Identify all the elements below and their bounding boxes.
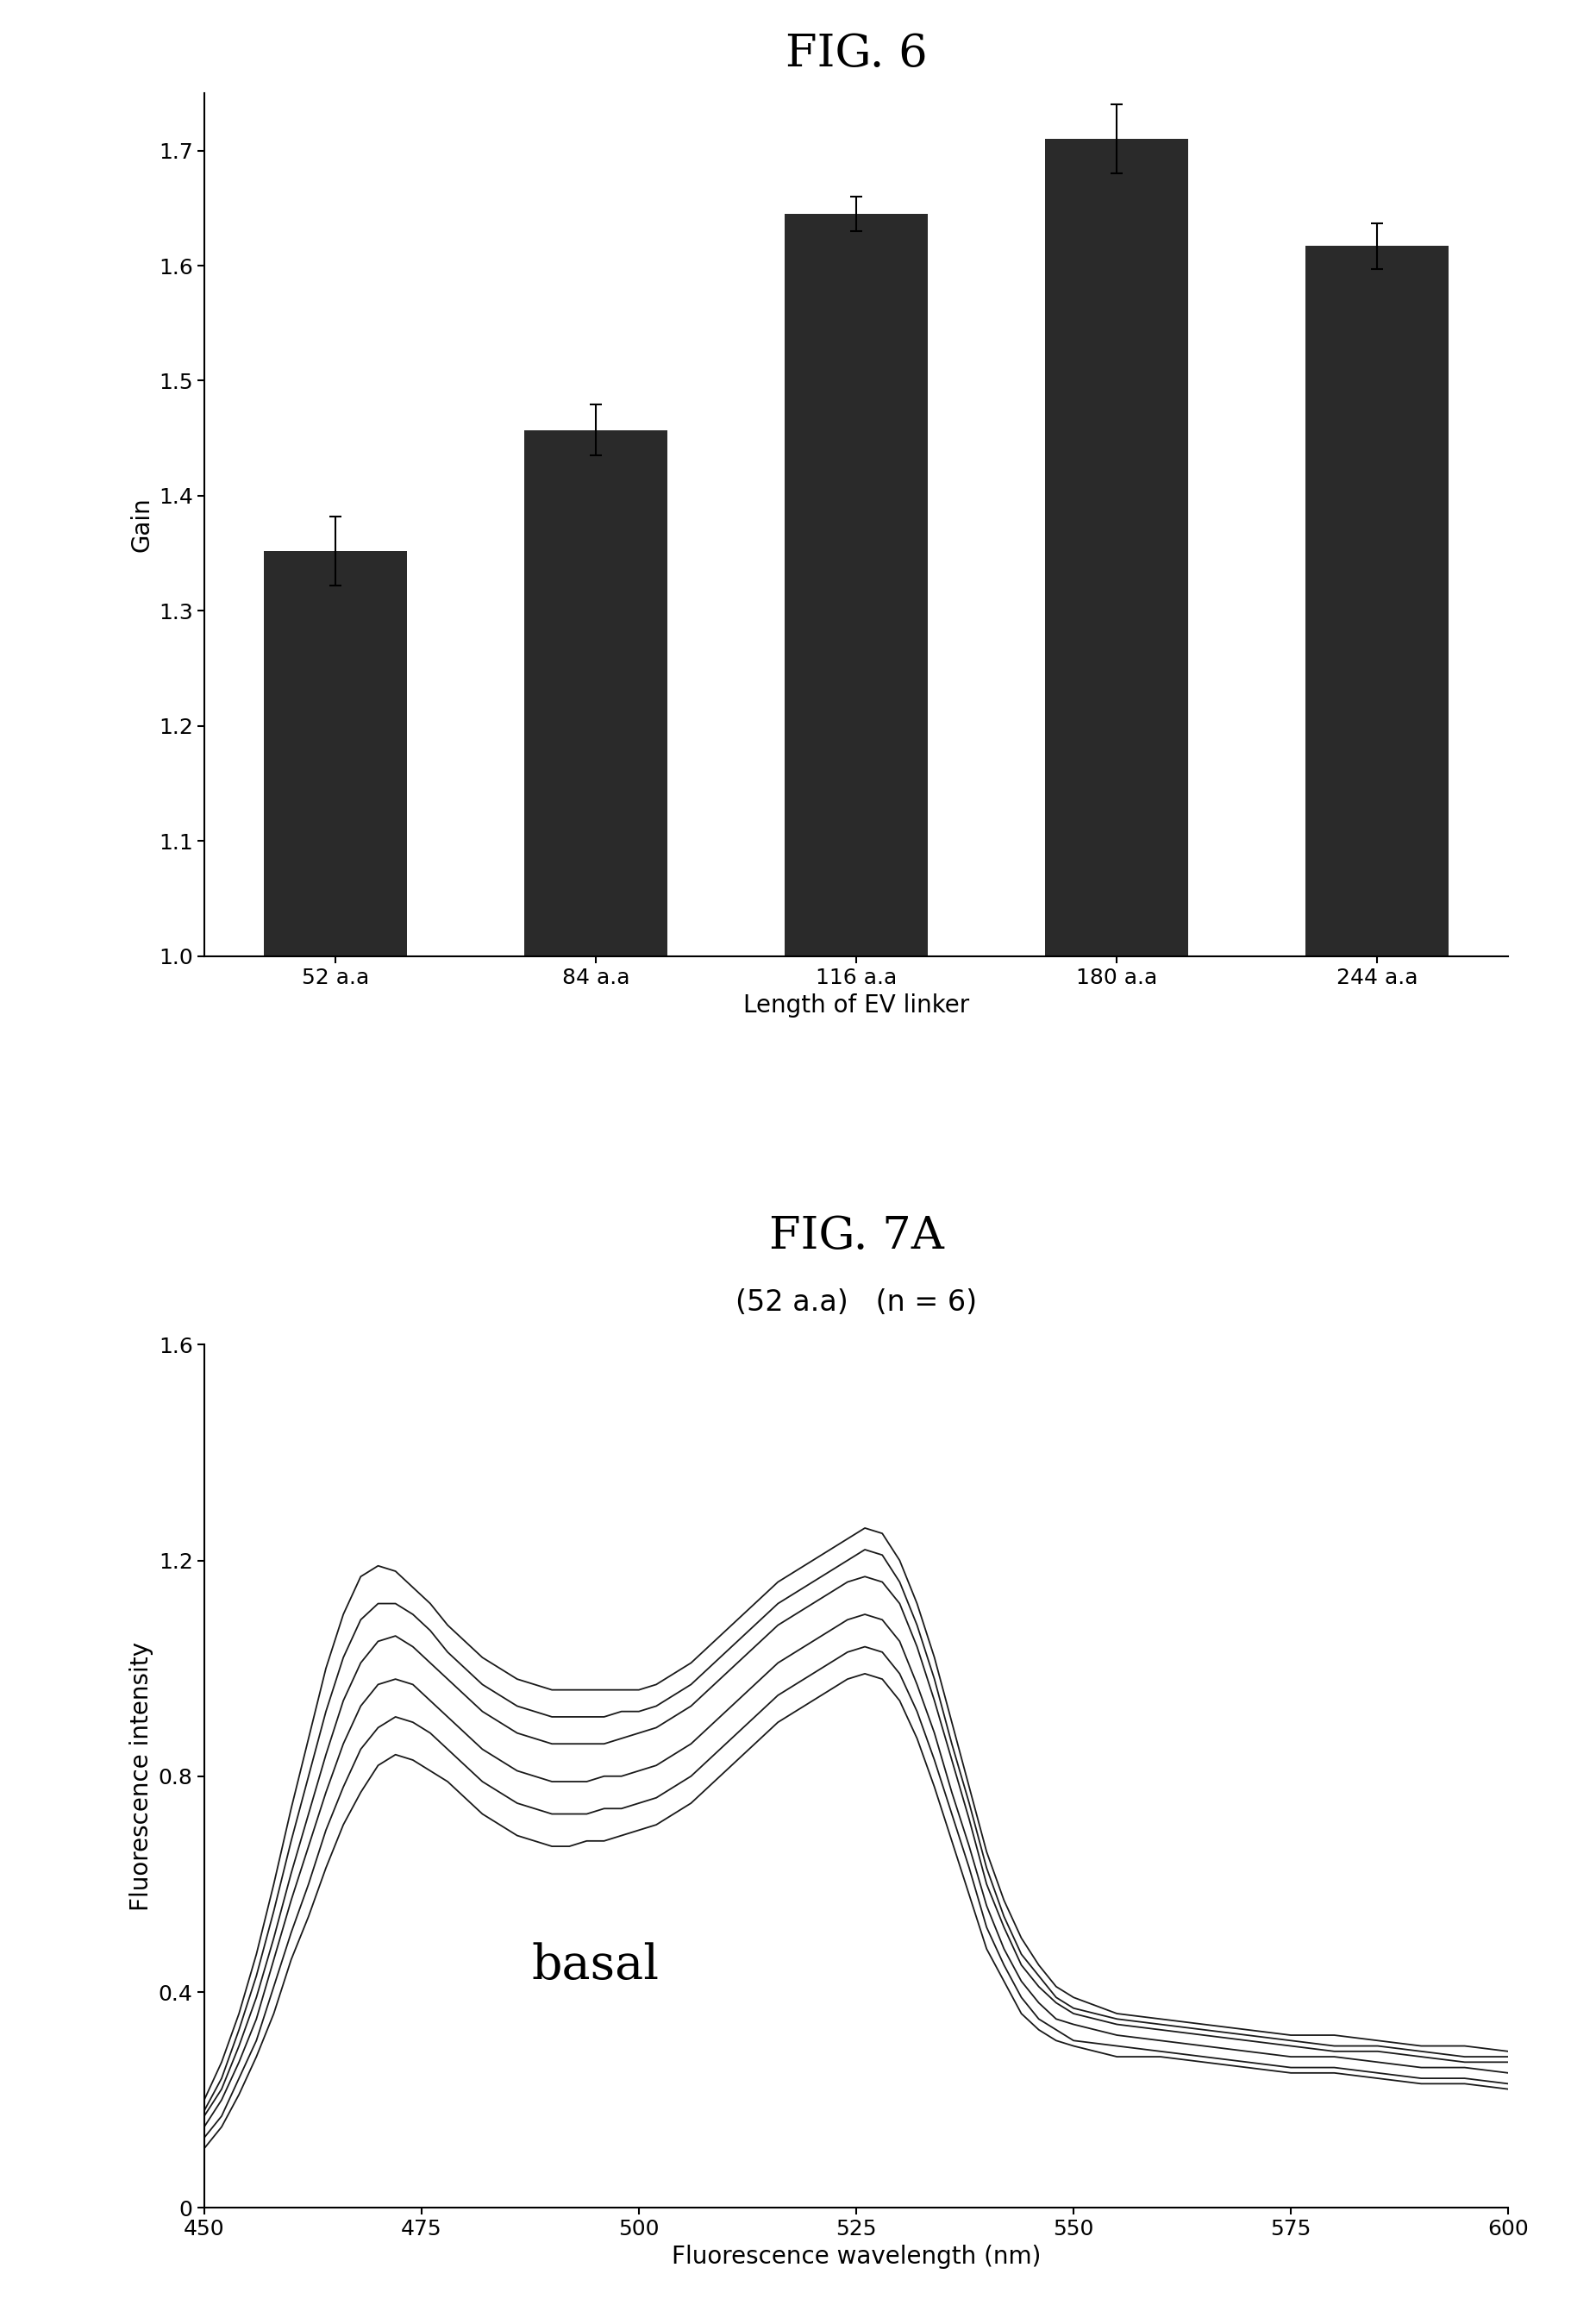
Title: FIG. 7A: FIG. 7A	[768, 1215, 944, 1257]
Bar	[1045, 139, 1188, 955]
X-axis label: Length of EV linker: Length of EV linker	[743, 992, 969, 1018]
Bar	[525, 430, 668, 955]
Y-axis label: Gain: Gain	[129, 497, 154, 553]
Bar	[264, 551, 407, 955]
Y-axis label: Fluorescence intensity: Fluorescence intensity	[129, 1641, 154, 1910]
Text: basal: basal	[531, 1943, 660, 1989]
Bar	[784, 214, 928, 955]
Text: (52 a.a)   (n = 6): (52 a.a) (n = 6)	[735, 1287, 977, 1318]
Title: FIG. 6: FIG. 6	[786, 33, 927, 77]
X-axis label: Fluorescence wavelength (nm): Fluorescence wavelength (nm)	[671, 2245, 1042, 2268]
Bar	[1306, 246, 1448, 955]
